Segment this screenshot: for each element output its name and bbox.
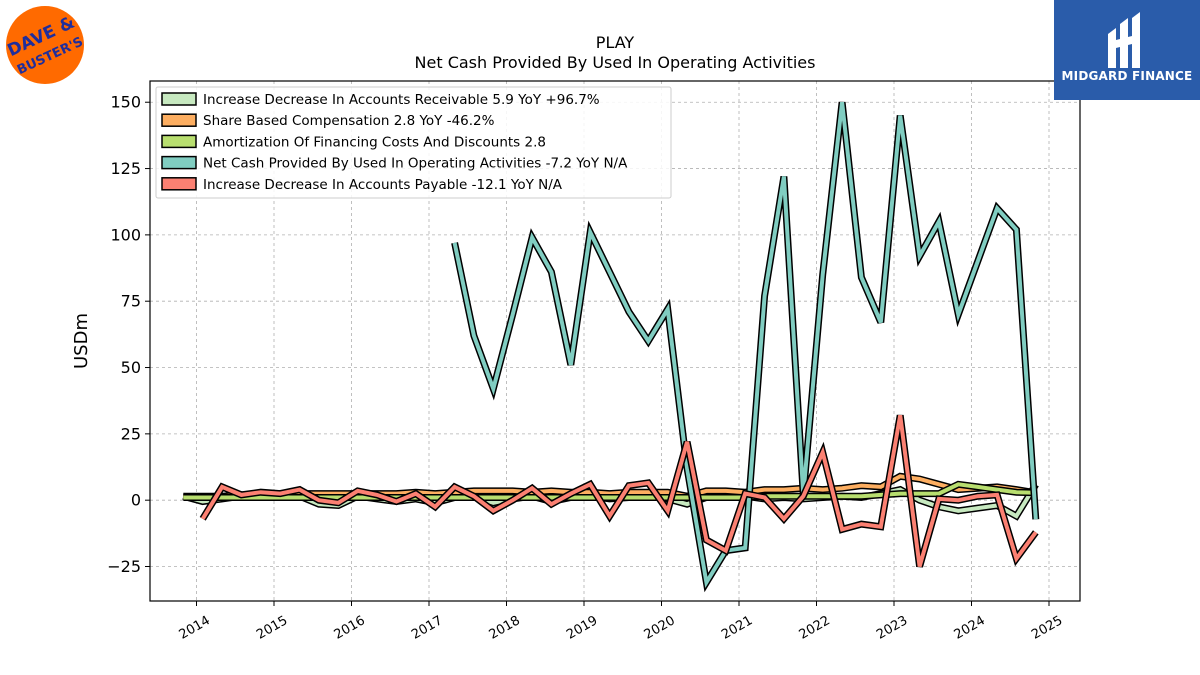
legend-swatch — [161, 134, 197, 149]
x-tick-label: 2024 — [952, 613, 988, 643]
legend-swatch — [161, 113, 197, 127]
series-line-2 — [183, 482, 1036, 500]
y-tick-label: 0 — [131, 491, 141, 510]
y-axis-label: USDm — [71, 313, 92, 369]
midgard-mark-icon — [1108, 12, 1140, 68]
chart-title: PLAY — [596, 33, 635, 52]
y-tick-label: 50 — [121, 358, 141, 377]
y-tick-label: −25 — [107, 557, 141, 576]
x-tick-label: 2025 — [1029, 613, 1065, 643]
legend-label: Increase Decrease In Accounts Receivable… — [203, 92, 600, 108]
x-tick-label: 2019 — [564, 613, 600, 643]
y-axis: −25 0 25 50 75 100 125 150 — [107, 93, 150, 576]
legend-label: Amortization Of Financing Costs And Disc… — [203, 134, 546, 150]
y-tick-label: 25 — [121, 424, 141, 443]
logo-circle — [6, 6, 84, 84]
x-tick-label: 2022 — [797, 613, 833, 643]
legend-label: Net Cash Provided By Used In Operating A… — [203, 156, 628, 172]
legend-label: Increase Decrease In Accounts Payable -1… — [203, 177, 563, 193]
x-tick-label: 2014 — [177, 613, 213, 643]
x-tick-label: 2017 — [409, 613, 445, 643]
x-tick-label: 2018 — [487, 613, 523, 643]
dave-and-busters-logo: DAVE & BUSTER'S — [5, 5, 86, 85]
legend-box — [155, 86, 672, 199]
chart-subtitle: Net Cash Provided By Used In Operating A… — [415, 53, 816, 72]
y-tick-label: 125 — [110, 159, 141, 178]
x-tick-label: 2015 — [254, 613, 290, 643]
series-lines — [182, 101, 1040, 593]
y-tick-label: 100 — [110, 225, 141, 244]
legend-swatch — [161, 92, 197, 106]
legend: Increase Decrease In Accounts Receivable… — [155, 86, 672, 199]
midgard-logo-text: MIDGARD FINANCE — [1061, 69, 1193, 83]
y-tick-label: 75 — [121, 292, 141, 311]
legend-swatch — [161, 155, 197, 170]
x-axis: 2014 2015 2016 2017 2018 2019 2020 2021 2022 2023… — [177, 601, 1065, 643]
legend-label: Share Based Compensation 2.8 YoY -46.2% — [203, 113, 495, 129]
x-tick-label: 2020 — [642, 613, 678, 643]
midgard-finance-logo: MIDGARD FINANCE — [1054, 0, 1200, 100]
plot-frame — [149, 80, 1081, 602]
x-tick-label: 2016 — [332, 613, 368, 643]
series-line-1 — [183, 474, 1037, 499]
x-tick-label: 2023 — [874, 613, 910, 643]
x-tick-label: 2021 — [719, 613, 755, 643]
series-line-3 — [452, 101, 1038, 589]
series-line-4 — [200, 414, 1038, 568]
legend-swatch — [161, 177, 197, 191]
y-tick-label: 150 — [110, 93, 141, 112]
